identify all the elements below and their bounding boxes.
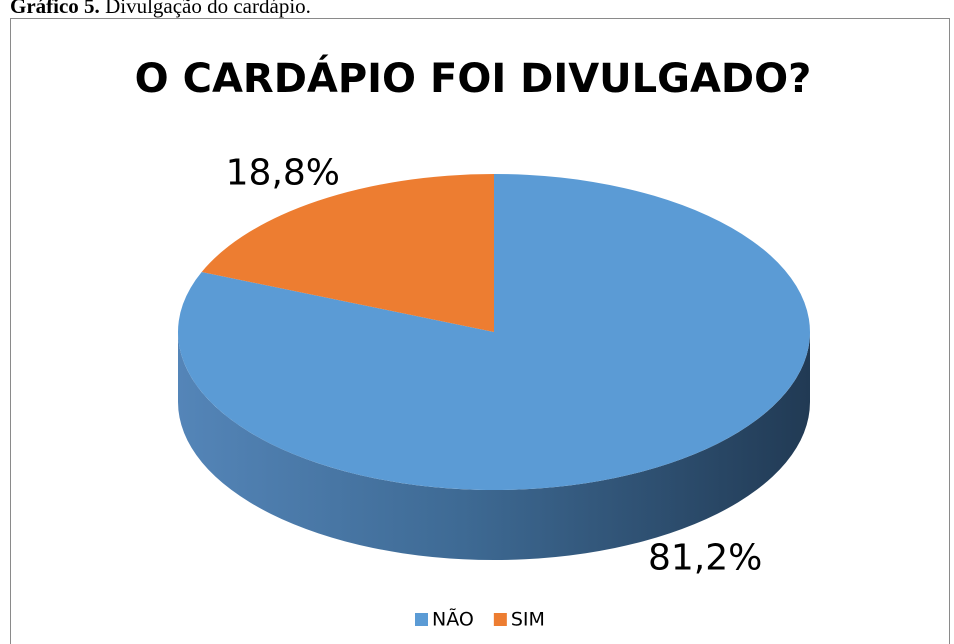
caption-text: Divulgação do cardápio. [105, 0, 311, 18]
caption: Gráfico 5. Divulgação do cardápio. [10, 0, 311, 18]
pie-side [178, 332, 810, 560]
legend-label: SIM [511, 609, 545, 631]
legend-swatch [493, 613, 507, 626]
data-label: 81,2% [648, 537, 762, 578]
data-label: 18,8% [226, 153, 340, 194]
pie-slice [201, 174, 494, 332]
chart-title: O CARDÁPIO FOI DIVULGADO? [135, 54, 812, 102]
pie-slice [177, 174, 811, 490]
caption-label: Gráfico 5. [10, 0, 100, 18]
legend-swatch [415, 613, 428, 626]
legend-label: NÃO [432, 608, 474, 631]
